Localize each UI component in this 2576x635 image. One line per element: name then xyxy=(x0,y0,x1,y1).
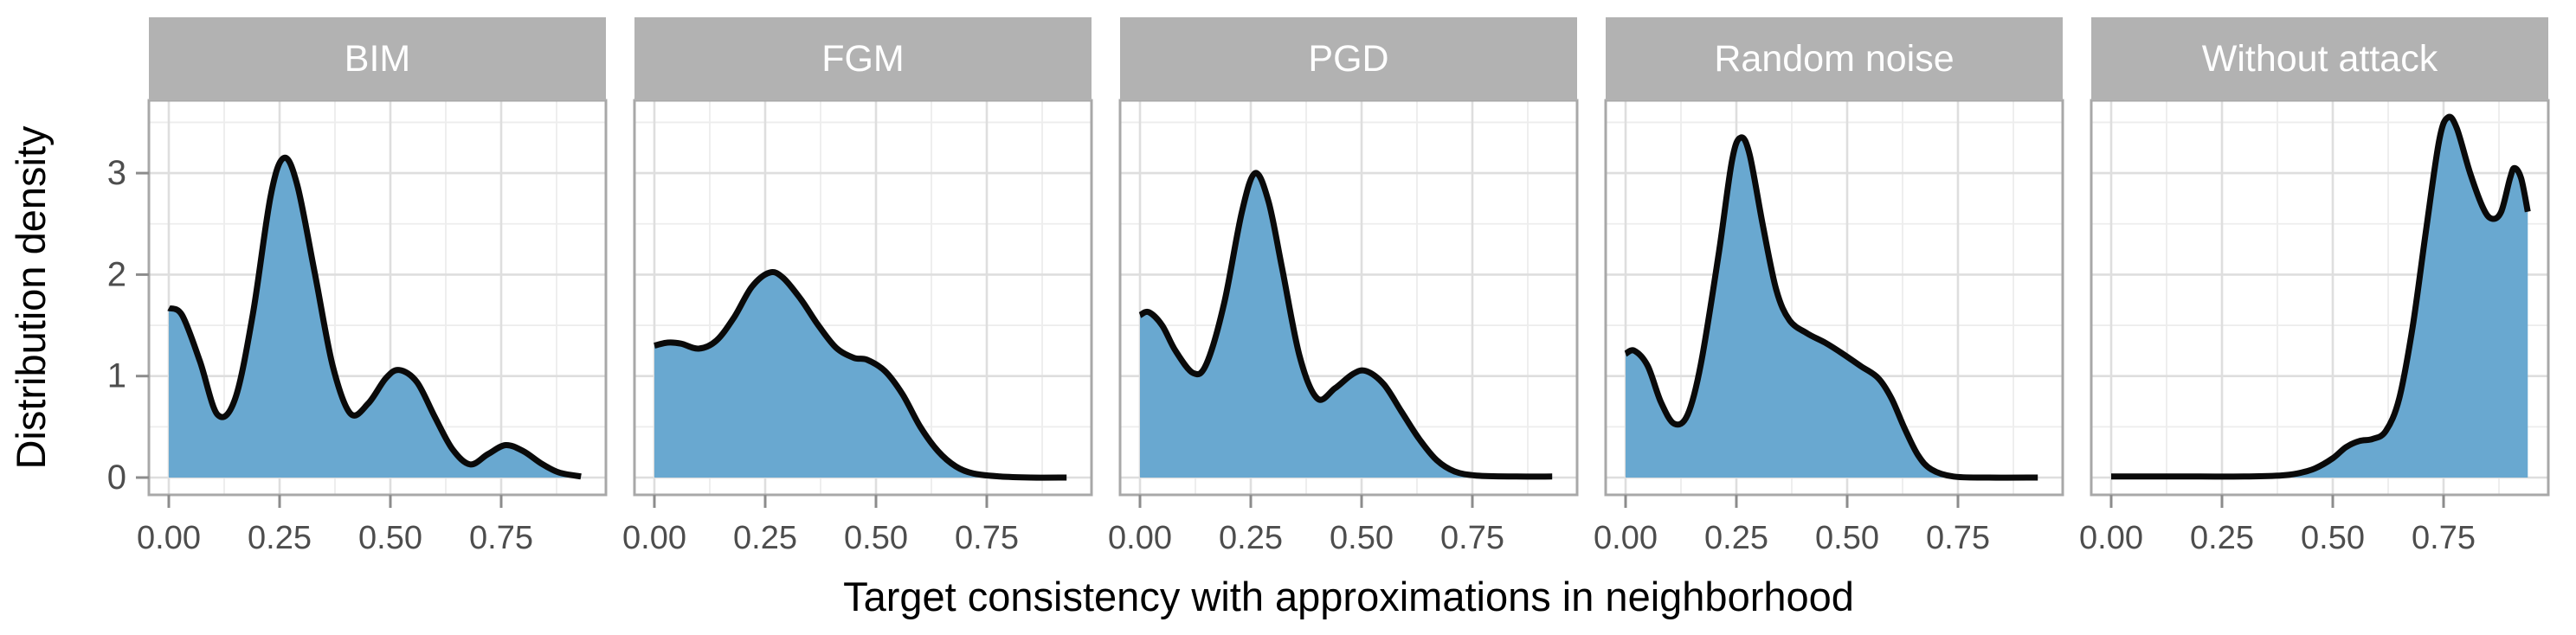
facet-strip xyxy=(1606,17,2063,100)
x-tick-label: 0.00 xyxy=(2079,520,2143,556)
facet-strip xyxy=(634,17,1092,100)
y-tick-label: 0 xyxy=(107,459,126,497)
x-tick-label: 0.75 xyxy=(955,520,1019,556)
y-tick-label: 3 xyxy=(107,154,126,192)
y-tick-label: 1 xyxy=(107,357,126,395)
facet-panel-pgd: PGD 0.00 0.25 0.50 0.75 xyxy=(1108,17,1579,556)
x-tick-label: 0.50 xyxy=(844,520,908,556)
x-tick-label: 0.00 xyxy=(1108,520,1172,556)
facet-strip xyxy=(1120,17,1577,100)
x-tick-label: 0.25 xyxy=(1219,520,1283,556)
x-tick-label: 0.75 xyxy=(1440,520,1504,556)
x-tick-label: 0.50 xyxy=(2301,520,2365,556)
facet-strip xyxy=(149,17,606,100)
x-tick-label: 0.25 xyxy=(733,520,797,556)
facet-panel-without-attack: Without attack 0.00 0.25 0.50 0.75 xyxy=(2079,17,2550,556)
facet-strip-label: PGD xyxy=(1308,38,1388,80)
facet-strip xyxy=(2091,17,2548,100)
x-tick-label: 0.75 xyxy=(1926,520,1990,556)
density-line xyxy=(167,154,582,480)
density-area xyxy=(1626,137,2038,478)
density-area xyxy=(654,272,1067,478)
x-tick-label: 0.00 xyxy=(137,520,201,556)
x-tick-label: 0.50 xyxy=(1330,520,1394,556)
density-line xyxy=(1624,134,2038,481)
facet-panel-random-noise: Random noise 0.00 0.25 0.50 0.75 xyxy=(1594,17,2064,556)
density-area xyxy=(2111,116,2528,478)
x-tick-label: 0.25 xyxy=(1704,520,1768,556)
y-axis-title: Distribution density xyxy=(8,125,54,470)
density-area xyxy=(169,157,582,478)
x-tick-label: 0.25 xyxy=(248,520,312,556)
x-tick-label: 0.50 xyxy=(1815,520,1879,556)
facet-panel-fgm: FGM 0.00 0.25 0.50 0.75 xyxy=(622,17,1093,556)
facet-strip-label: Random noise xyxy=(1714,38,1954,80)
density-line xyxy=(654,269,1067,481)
facet-strip-label: FGM xyxy=(821,38,905,80)
x-tick-label: 0.75 xyxy=(469,520,533,556)
density-line xyxy=(1138,170,1553,480)
panels: BIM 0.00 0.25 0.50 0.75 0 1 2 3 FGM 0.00 0.25 0.50 0.… xyxy=(107,17,2550,556)
x-axis-title: Target consistency with approximations i… xyxy=(843,574,1854,619)
x-tick-label: 0.00 xyxy=(622,520,686,556)
x-tick-label: 0.75 xyxy=(2412,520,2476,556)
x-tick-label: 0.25 xyxy=(2190,520,2254,556)
y-tick-label: 2 xyxy=(107,255,126,293)
facet-strip-label: BIM xyxy=(345,38,410,80)
density-area xyxy=(1140,172,1553,478)
density-line xyxy=(2111,113,2531,480)
x-tick-label: 0.50 xyxy=(358,520,422,556)
facet-panel-bim: BIM 0.00 0.25 0.50 0.75 0 1 2 3 xyxy=(107,17,608,556)
x-tick-label: 0.00 xyxy=(1594,520,1658,556)
facet-strip-label: Without attack xyxy=(2202,38,2438,80)
